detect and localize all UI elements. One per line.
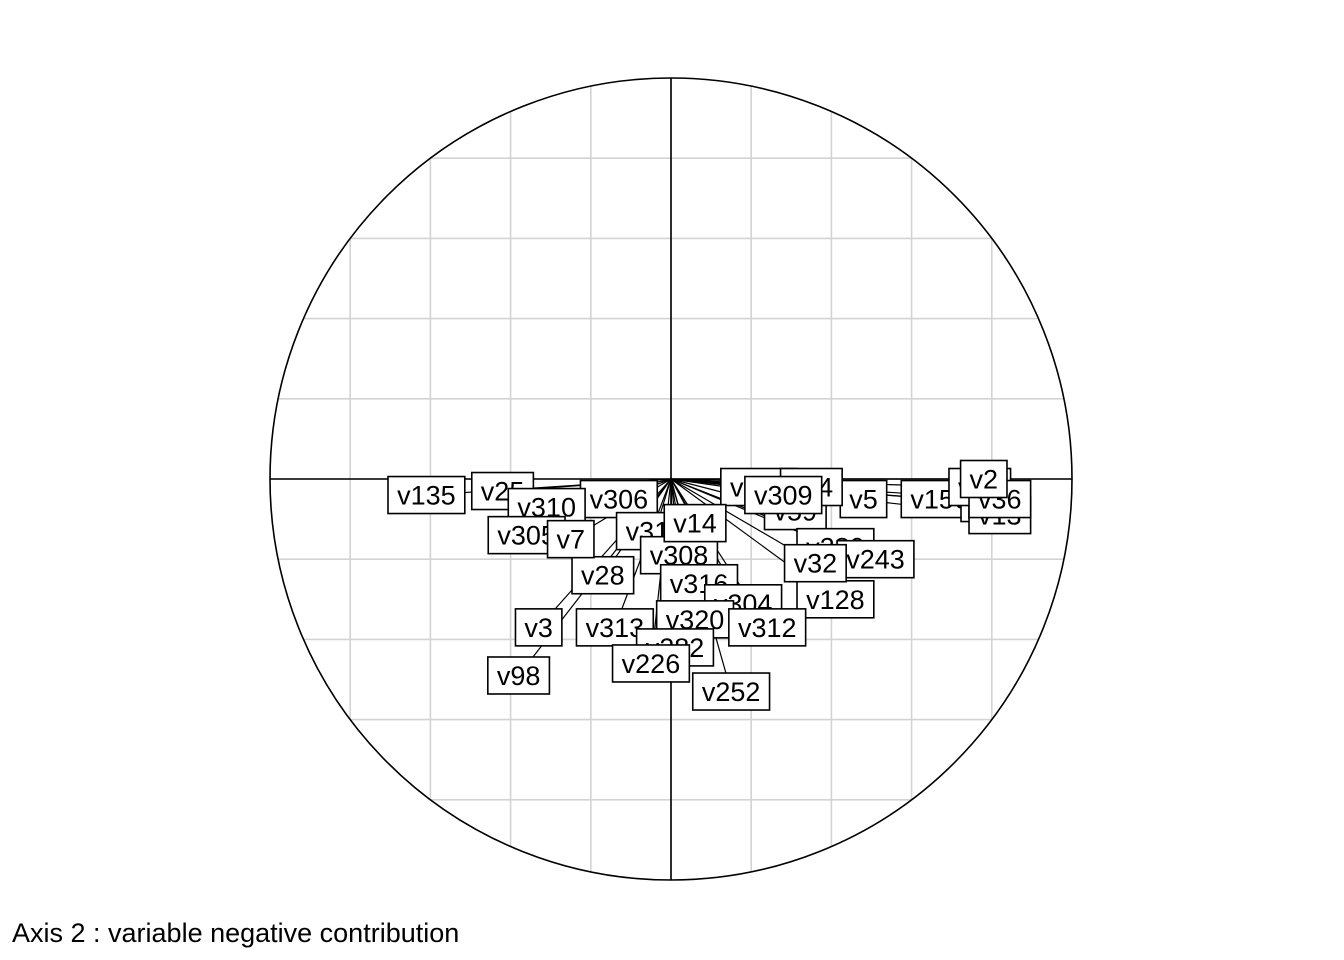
label-text: v312	[738, 613, 797, 643]
label-text: v3	[524, 613, 553, 643]
label-v252: v252	[691, 672, 771, 711]
label-v135: v135	[387, 475, 466, 515]
label-box	[783, 543, 847, 583]
label-v14: v14	[663, 503, 727, 543]
label-box	[728, 608, 807, 647]
label-text: v32	[794, 549, 838, 579]
label-text: v128	[806, 585, 865, 615]
label-v306: v306	[579, 479, 659, 519]
label-v7: v7	[546, 519, 595, 559]
label-text: v313	[586, 613, 645, 643]
label-v309: v309	[744, 475, 823, 515]
label-text: v306	[590, 485, 649, 515]
label-v243: v243	[836, 539, 915, 579]
label-v312: v312	[728, 608, 807, 647]
label-box	[487, 656, 551, 695]
label-text: v305	[497, 521, 556, 551]
label-box	[514, 608, 563, 647]
label-box	[691, 672, 771, 711]
label-v226: v226	[611, 644, 691, 683]
label-text: v309	[754, 481, 813, 511]
label-text: v5	[849, 485, 878, 515]
label-text: v7	[556, 525, 585, 555]
variable-labels: v135v25v306v310v305v315v322v59v156v18v13…	[387, 459, 1032, 711]
chart-caption: Axis 2 : variable negative contribution	[12, 918, 460, 948]
label-text: v2	[970, 465, 999, 495]
label-v3: v3	[514, 608, 563, 647]
label-v32: v32	[783, 543, 847, 583]
label-text: v135	[397, 481, 456, 511]
label-box	[836, 539, 915, 579]
label-v28: v28	[571, 555, 635, 595]
label-v2: v2	[959, 459, 1008, 499]
label-text: v28	[581, 561, 625, 591]
label-box	[579, 479, 659, 519]
label-box	[959, 459, 1008, 499]
label-box	[611, 644, 691, 683]
label-box	[744, 475, 823, 515]
label-text: v226	[622, 649, 681, 679]
label-v98: v98	[487, 656, 551, 695]
label-box	[571, 555, 635, 595]
label-v5: v5	[839, 479, 888, 519]
unit-circle	[269, 77, 1073, 881]
label-text: v14	[673, 509, 717, 539]
label-box	[546, 519, 595, 559]
label-v128: v128	[796, 579, 875, 619]
label-box	[663, 503, 727, 543]
label-text: v243	[846, 545, 905, 575]
label-box	[387, 475, 466, 515]
label-text: v98	[497, 661, 541, 691]
label-text: v252	[702, 677, 761, 707]
